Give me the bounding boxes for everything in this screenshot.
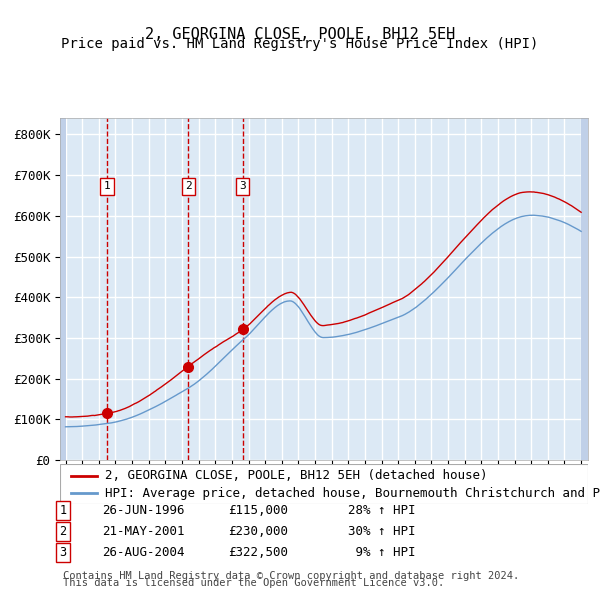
Text: Price paid vs. HM Land Registry's House Price Index (HPI): Price paid vs. HM Land Registry's House … — [61, 37, 539, 51]
Text: 26-JUN-1996: 26-JUN-1996 — [102, 504, 185, 517]
Text: 1: 1 — [59, 504, 67, 517]
Text: 9% ↑ HPI: 9% ↑ HPI — [348, 546, 415, 559]
Text: £115,000: £115,000 — [228, 504, 288, 517]
Bar — [581, 118, 588, 460]
Text: 2, GEORGINA CLOSE, POOLE, BH12 5EH: 2, GEORGINA CLOSE, POOLE, BH12 5EH — [145, 27, 455, 41]
Text: £230,000: £230,000 — [228, 525, 288, 538]
Text: 2: 2 — [185, 182, 192, 191]
Text: £322,500: £322,500 — [228, 546, 288, 559]
Text: 3: 3 — [59, 546, 67, 559]
Text: 1: 1 — [103, 182, 110, 191]
Text: HPI: Average price, detached house, Bournemouth Christchurch and Poole: HPI: Average price, detached house, Bour… — [105, 487, 600, 500]
Text: 3: 3 — [239, 182, 246, 191]
Text: Contains HM Land Registry data © Crown copyright and database right 2024.: Contains HM Land Registry data © Crown c… — [63, 571, 519, 581]
Text: 2: 2 — [59, 525, 67, 538]
Text: 26-AUG-2004: 26-AUG-2004 — [102, 546, 185, 559]
Text: This data is licensed under the Open Government Licence v3.0.: This data is licensed under the Open Gov… — [63, 578, 444, 588]
Text: 28% ↑ HPI: 28% ↑ HPI — [348, 504, 415, 517]
Text: 21-MAY-2001: 21-MAY-2001 — [102, 525, 185, 538]
Text: 30% ↑ HPI: 30% ↑ HPI — [348, 525, 415, 538]
Text: 2, GEORGINA CLOSE, POOLE, BH12 5EH (detached house): 2, GEORGINA CLOSE, POOLE, BH12 5EH (deta… — [105, 469, 487, 482]
Bar — [60, 118, 65, 460]
